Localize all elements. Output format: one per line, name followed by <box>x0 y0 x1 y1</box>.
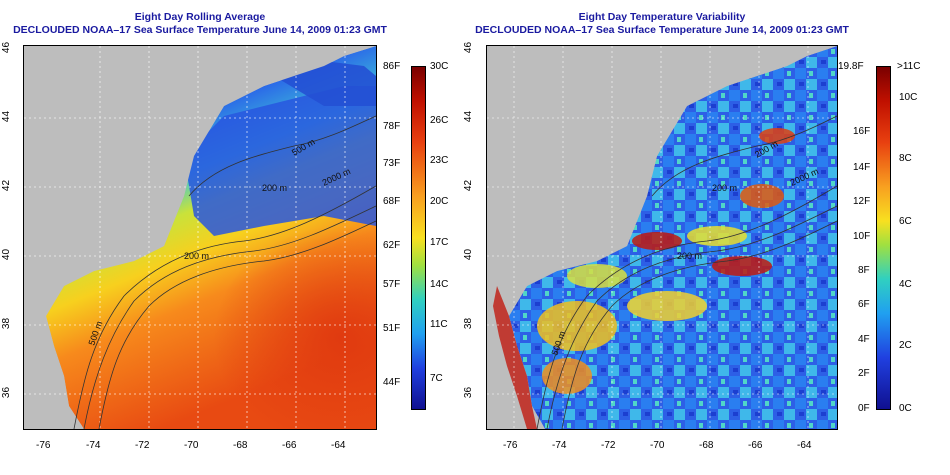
left-cb-f-label: 86F <box>383 61 401 72</box>
right-lat-tick: 44 <box>463 110 475 123</box>
left-cb-f-label: 62F <box>383 240 401 251</box>
left-cb-f-label: 44F <box>383 377 401 388</box>
right-lon-tick: -68 <box>699 440 714 451</box>
left-cb-c-label: 30C <box>430 61 449 72</box>
right-lon-tick: -70 <box>650 440 665 451</box>
left-lat-tick: 40 <box>1 248 13 261</box>
right-cb-c-label: >11C <box>897 61 921 72</box>
right-cb-f-label: 0F <box>858 403 870 414</box>
right-cb-f-label: 6F <box>858 299 870 310</box>
left-cb-c-label: 17C <box>430 237 449 248</box>
left-title: Eight Day Rolling Average DECLOUDED NOAA… <box>0 11 400 37</box>
left-lat-tick: 38 <box>1 317 13 330</box>
left-cb-f-label: 78F <box>383 121 401 132</box>
right-colorbar <box>876 66 891 410</box>
right-lon-tick: -74 <box>552 440 567 451</box>
right-cb-c-label: 4C <box>899 279 912 290</box>
left-lat-tick: 46 <box>1 41 13 54</box>
right-map-sst-variability[interactable]: 200 m 200 m 500 m 2000 m 200 m <box>486 45 838 430</box>
right-cb-f-label: 14F <box>853 162 871 173</box>
left-contour-label-200m-b: 200 m <box>262 183 287 193</box>
right-lon-tick: -64 <box>797 440 812 451</box>
right-lat-tick: 46 <box>463 41 475 54</box>
left-cb-f-label: 73F <box>383 158 401 169</box>
right-contour-label-200m-b: 200 m <box>712 183 737 193</box>
left-lon-tick: -66 <box>282 440 297 451</box>
left-title-line2: DECLOUDED NOAA–17 Sea Surface Temperatur… <box>13 24 387 36</box>
right-lon-tick: -66 <box>748 440 763 451</box>
right-lat-tick: 40 <box>463 248 475 261</box>
right-cb-f-label: 8F <box>858 265 870 276</box>
right-title-line2: DECLOUDED NOAA–17 Sea Surface Temperatur… <box>475 24 849 36</box>
right-cb-c-label: 0C <box>899 403 912 414</box>
left-lat-tick: 36 <box>1 386 13 399</box>
left-lon-tick: -72 <box>135 440 150 451</box>
left-lon-tick: -70 <box>184 440 199 451</box>
left-contour-label-200m: 200 m <box>184 251 209 261</box>
right-contour-label-200m: 200 m <box>677 251 702 261</box>
right-title: Eight Day Temperature Variability DECLOU… <box>462 11 862 37</box>
right-lat-tick: 42 <box>463 179 475 192</box>
left-cb-c-label: 23C <box>430 155 449 166</box>
right-title-line1: Eight Day Temperature Variability <box>578 11 746 23</box>
left-cb-c-label: 20C <box>430 196 449 207</box>
right-lat-tick: 38 <box>463 317 475 330</box>
right-cb-f-label: 4F <box>858 334 870 345</box>
right-lon-tick: -72 <box>601 440 616 451</box>
right-lat-tick: 36 <box>463 386 475 399</box>
right-cb-f-label: 2F <box>858 368 870 379</box>
left-cb-f-label: 57F <box>383 279 401 290</box>
left-cb-c-label: 11C <box>430 319 448 330</box>
right-cb-c-label: 10C <box>899 92 918 103</box>
right-cb-c-label: 2C <box>899 340 912 351</box>
right-cb-f-label: 19.8F <box>838 61 864 72</box>
left-cb-f-label: 68F <box>383 196 401 207</box>
right-cb-f-label: 10F <box>853 231 871 242</box>
left-lat-tick: 44 <box>1 110 13 123</box>
left-cb-c-label: 14C <box>430 279 449 290</box>
left-lon-tick: -74 <box>86 440 101 451</box>
left-cb-c-label: 26C <box>430 115 449 126</box>
left-lon-tick: -64 <box>331 440 346 451</box>
left-land <box>24 46 376 429</box>
right-land <box>487 46 837 429</box>
left-cb-c-label: 7C <box>430 373 443 384</box>
left-lon-tick: -68 <box>233 440 248 451</box>
right-cb-f-label: 12F <box>853 196 871 207</box>
right-cb-f-label: 16F <box>853 126 871 137</box>
left-colorbar <box>411 66 426 410</box>
right-lon-tick: -76 <box>503 440 518 451</box>
left-map-sst-average[interactable]: 200 m 500 m 2000 m 200 m 500 m <box>23 45 377 430</box>
left-title-line1: Eight Day Rolling Average <box>134 11 266 23</box>
left-lat-tick: 42 <box>1 179 13 192</box>
left-cb-f-label: 51F <box>383 323 401 334</box>
right-cb-c-label: 6C <box>899 216 912 227</box>
right-cb-c-label: 8C <box>899 153 912 164</box>
left-lon-tick: -76 <box>36 440 51 451</box>
